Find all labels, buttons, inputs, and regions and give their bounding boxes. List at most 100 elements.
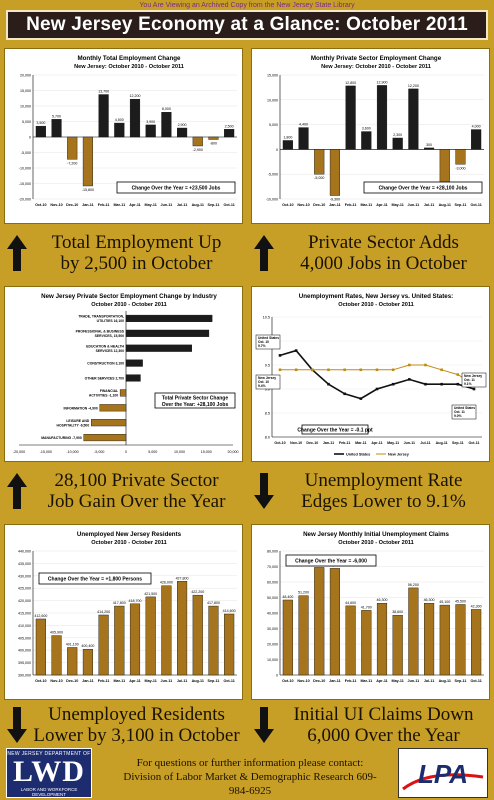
x-tick-label: Mar-11	[113, 203, 125, 207]
callout-box	[461, 372, 487, 388]
chart-subtitle: October 2010 - October 2011	[338, 540, 414, 546]
callout-box	[451, 404, 477, 420]
data-label: 45,100	[439, 600, 450, 604]
y-tick-label: 30,000	[267, 627, 278, 631]
lwd-top-text: NEW JERSEY DEPARTMENT OF	[7, 751, 91, 757]
caption-line: Edges Lower to 9.1%	[301, 491, 466, 512]
x-tick-label: Nov-10	[297, 203, 309, 207]
y-tick-label: 405,000	[18, 636, 31, 640]
callout-text: United States	[258, 336, 279, 340]
annotation-box	[301, 424, 369, 435]
callout-box	[255, 334, 281, 350]
bar	[376, 85, 388, 150]
down-arrow-icon	[4, 703, 30, 747]
bar	[408, 88, 419, 150]
callout-text: 9.4%	[258, 384, 266, 388]
series-point	[359, 397, 363, 400]
y-tick-label: 10.5	[263, 316, 270, 320]
data-label: -7,200	[67, 161, 77, 165]
data-label: 12,200	[408, 84, 419, 88]
data-label: 46,300	[424, 598, 435, 602]
x-tick-label: Nov-10	[297, 679, 309, 683]
x-tick-label: Oct-11	[471, 679, 482, 683]
callout-text: New Jersey	[258, 376, 276, 380]
bar	[282, 140, 293, 150]
annotation-box	[285, 554, 377, 567]
y-tick-label: 9.5	[265, 364, 270, 368]
data-label: 38,600	[392, 610, 403, 614]
y-tick-label: 0	[29, 136, 31, 140]
x-tick-label: Jan-11	[323, 441, 334, 445]
category-label: PROFESSIONAL & BUSINESS	[76, 330, 125, 334]
callout-box	[255, 374, 281, 390]
data-label: 8,000	[162, 107, 171, 111]
chart-title: Monthly Private Sector Employment Change	[311, 55, 442, 62]
y-tick-label: 8.0	[265, 436, 270, 440]
category-label: TRADE, TRANSPORTATION,	[78, 315, 124, 319]
data-label: -5,000	[314, 176, 324, 180]
x-tick-label: Apr-11	[129, 679, 140, 683]
data-label: 12,800	[345, 81, 356, 85]
data-label: 417,800	[207, 601, 220, 605]
x-tick-label: Feb-11	[345, 203, 357, 207]
lpa-logo-text: LPA	[418, 759, 468, 789]
series-point	[391, 368, 395, 372]
data-label: 300	[426, 143, 432, 147]
bar	[471, 129, 482, 150]
bar	[82, 136, 93, 187]
caption-line: 6,000 Over the Year	[307, 725, 460, 746]
data-label: 46,300	[377, 598, 388, 602]
x-tick-label: Sep-11	[455, 679, 467, 683]
x-tick-label: Aug-11	[192, 203, 204, 207]
bar	[329, 149, 340, 196]
bar	[145, 124, 156, 138]
series-point	[456, 373, 460, 376]
bar	[282, 599, 293, 676]
industry-panel: New Jersey Private Sector Employment Cha…	[4, 286, 243, 462]
total-employment-panel: Monthly Total Employment Change New Jerse…	[4, 48, 243, 224]
annotation-box	[154, 392, 236, 409]
x-tick-label: May-11	[145, 679, 157, 683]
y-tick-label: 430,000	[18, 574, 31, 578]
data-label: 3,600	[362, 127, 371, 131]
bar	[329, 568, 340, 676]
data-label: -9,300	[330, 198, 340, 202]
category-label: SERVICES 12,300	[96, 349, 125, 353]
industry-chart: New Jersey Private Sector Employment Cha…	[13, 293, 239, 454]
series-line	[280, 364, 475, 385]
x-tick-label: 0	[125, 450, 127, 454]
x-tick-label: Feb-11	[98, 679, 110, 683]
bar	[361, 131, 372, 150]
lwd-logo-text: LWD	[13, 755, 85, 788]
x-tick-label: Jun-11	[161, 679, 173, 683]
bar	[82, 649, 93, 676]
data-label: 422,200	[191, 590, 204, 594]
x-tick-label: Oct-11	[471, 203, 482, 207]
chart-title: New Jersey Private Sector Employment Cha…	[41, 293, 217, 300]
category-label: CONSTRUCTION 3,100	[87, 362, 124, 366]
unemployed-residents-panel: Unemployed New Jersey Residents October 2…	[4, 524, 243, 700]
x-tick-label: -15,000	[40, 450, 52, 454]
x-tick-label: Sep-11	[455, 203, 467, 207]
category-label: MANUFACTURING -7,900	[41, 436, 82, 440]
bar	[424, 147, 435, 150]
y-tick-label: -5,000	[21, 151, 31, 155]
x-tick-label: -10,000	[66, 450, 78, 454]
bar	[208, 136, 219, 140]
x-tick-label: Mar-11	[113, 679, 125, 683]
x-tick-label: Aug-11	[439, 679, 451, 683]
chart-subtitle: New Jersey: October 2010 - October 2011	[321, 64, 431, 70]
x-tick-label: Jul-11	[424, 679, 434, 683]
data-label: 414,200	[97, 610, 110, 614]
y-tick-label: -10,000	[266, 198, 278, 202]
caption-line: Unemployed Residents	[48, 704, 225, 725]
data-label: 1,800	[283, 135, 292, 139]
series-point	[278, 368, 282, 372]
x-tick-label: Apr-11	[376, 679, 387, 683]
series-point	[440, 368, 443, 372]
annotation-text: Change Over the Year = -0.1 ppt	[297, 428, 373, 434]
x-tick-label: Mar-11	[355, 441, 366, 445]
data-label: 414,600	[223, 609, 236, 613]
x-tick-label: Jan-11	[82, 203, 93, 207]
series-point	[327, 368, 330, 372]
